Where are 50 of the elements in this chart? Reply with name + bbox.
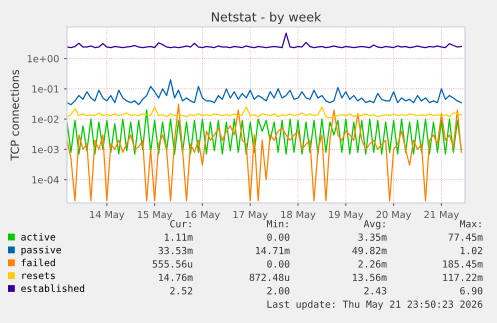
x-tick-label: 14 May xyxy=(90,210,124,220)
line-series xyxy=(67,106,462,118)
line-series xyxy=(67,79,462,106)
text: Cur: xyxy=(170,220,191,228)
text: 6.90 xyxy=(460,287,482,294)
x-tick-label: 18 May xyxy=(281,210,316,220)
text: 14.76m xyxy=(159,274,193,282)
text: 13.56m xyxy=(353,274,387,282)
legend-label: active xyxy=(21,233,56,241)
text: 1.02 xyxy=(460,246,482,254)
legend-label: passive xyxy=(22,246,62,256)
legend-label: resets xyxy=(22,272,55,280)
text: Last update: Thu May 21 23:50:23 2026 xyxy=(267,300,482,310)
line-series xyxy=(67,109,462,155)
y-tick-label: 1e-04 xyxy=(32,176,59,184)
x-tick-label: 16 May xyxy=(186,210,220,220)
text: 2.00 xyxy=(267,287,290,294)
text: 117.22m xyxy=(443,274,483,281)
y-axis-title: TCP connections xyxy=(10,70,19,161)
x-tick-label: 21 May xyxy=(424,210,459,220)
text: Min: xyxy=(266,220,288,228)
text: 185.45m xyxy=(443,260,483,268)
text: Avg: xyxy=(364,220,385,230)
text: 1.11m xyxy=(164,234,193,241)
text: 0.00 xyxy=(267,260,290,268)
text: Max: xyxy=(460,220,481,228)
x-tick-label: 20 May xyxy=(376,210,412,220)
text: 49.82m xyxy=(352,246,387,254)
x-tick-label: 15 May xyxy=(138,210,172,220)
text: 555.56u xyxy=(152,260,192,268)
y-tick-label: 1e-03 xyxy=(32,146,59,154)
legend-label: established xyxy=(21,284,84,292)
text: 2.52 xyxy=(170,287,192,294)
legend-label: failed xyxy=(22,258,55,266)
y-tick-label: 1e-01 xyxy=(32,85,58,93)
y-tick-label: 1e-02 xyxy=(32,116,58,123)
line-series xyxy=(67,32,462,48)
y-tick-label: 1e+00 xyxy=(28,55,59,62)
text: 77.45m xyxy=(448,234,483,241)
text: 33.53m xyxy=(158,246,193,254)
text: 2.43 xyxy=(364,287,386,294)
chart-title: Netstat - by week xyxy=(212,12,322,24)
text: 14.71m xyxy=(256,247,290,254)
line-series xyxy=(67,104,462,202)
text: 3.35m xyxy=(358,233,387,241)
text: 2.26m xyxy=(358,260,387,268)
x-tick-label: 17 May xyxy=(234,210,268,220)
x-tick-label: 19 May xyxy=(329,210,364,220)
text: 0.00 xyxy=(267,233,290,241)
text: 872.48u xyxy=(250,274,290,282)
